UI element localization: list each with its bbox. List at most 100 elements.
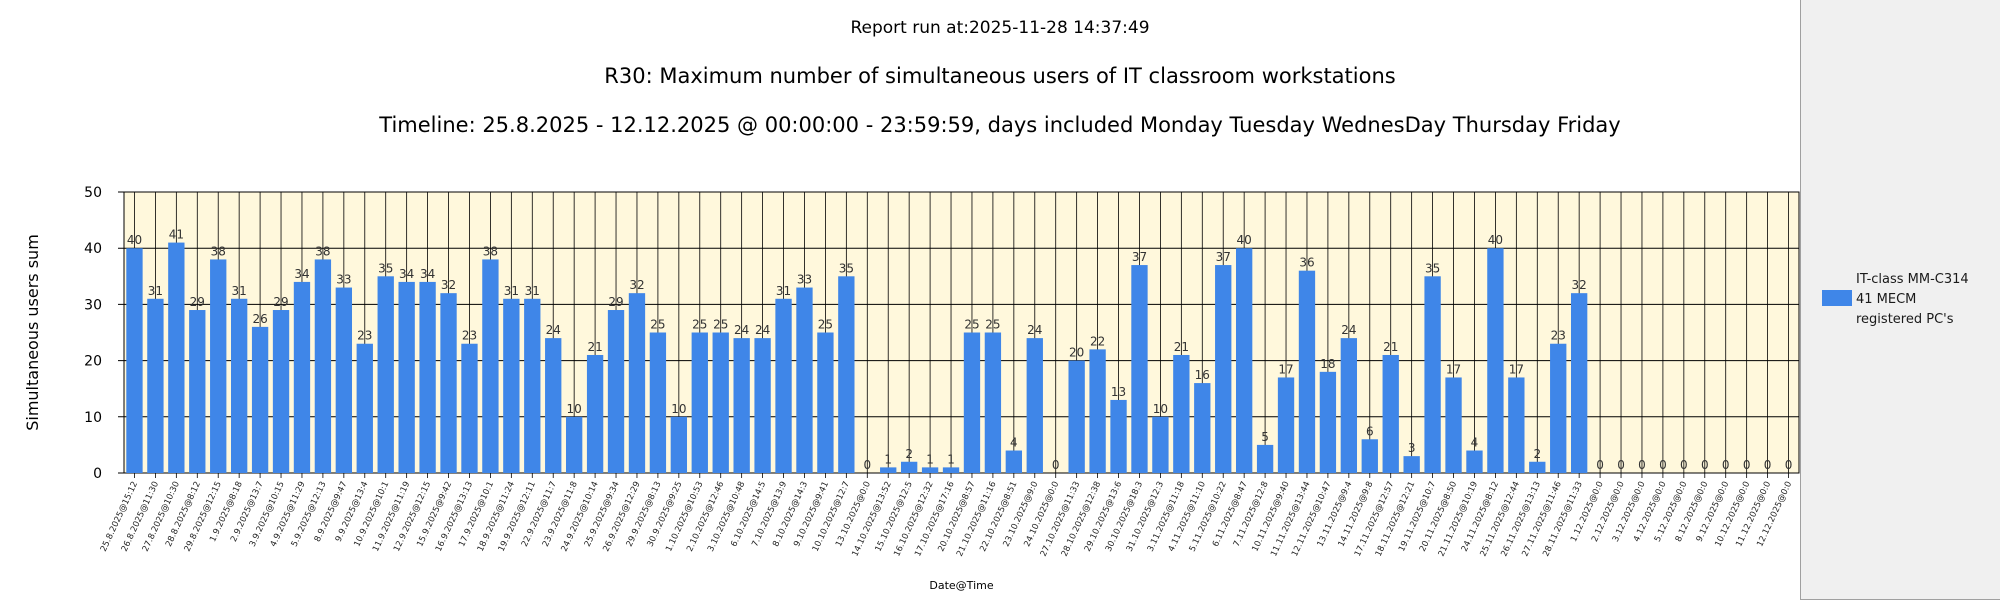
bar-value-label: 10 — [567, 402, 582, 416]
bar-value-label: 31 — [525, 284, 540, 298]
bar-value-label: 17 — [1278, 362, 1293, 376]
bar — [712, 332, 729, 473]
bar-value-label: 0 — [1701, 458, 1709, 472]
bar — [1382, 354, 1399, 473]
bar — [545, 338, 562, 473]
bar — [419, 281, 436, 473]
bar — [126, 248, 143, 473]
bar-value-label: 0 — [1596, 458, 1604, 472]
bar — [461, 343, 478, 473]
bar — [1068, 360, 1085, 473]
bar-value-label: 24 — [546, 323, 561, 337]
bar-value-label: 32 — [1572, 278, 1587, 292]
bar-value-label: 38 — [211, 244, 226, 258]
bar-value-label: 25 — [985, 318, 1000, 332]
bar — [440, 293, 457, 473]
bar — [1340, 338, 1358, 473]
bar — [1298, 270, 1316, 473]
bar-value-label: 0 — [1785, 458, 1793, 472]
bar — [251, 326, 269, 473]
bar-value-label: 32 — [441, 278, 456, 292]
bar-value-label: 24 — [734, 323, 749, 337]
bar — [1277, 377, 1295, 473]
bar — [1361, 439, 1378, 473]
bar-value-label: 35 — [1425, 261, 1440, 275]
bar — [942, 467, 960, 473]
bar-value-label: 21 — [587, 340, 602, 354]
bar — [503, 298, 520, 473]
bar — [1131, 265, 1148, 473]
bar-value-label: 3 — [1408, 441, 1416, 455]
bar-value-label: 4 — [1010, 436, 1018, 450]
y-tick-label: 50 — [84, 185, 102, 201]
y-tick-label: 40 — [84, 241, 102, 257]
bar — [607, 310, 625, 473]
y-axis-label: Simultaneous users sum — [23, 234, 42, 431]
bar-value-label: 38 — [483, 244, 498, 258]
bar — [1110, 399, 1127, 473]
bar — [377, 276, 394, 473]
bar-value-label: 31 — [504, 284, 519, 298]
bar — [210, 259, 227, 473]
bar — [168, 242, 185, 473]
bar-value-label: 10 — [1153, 402, 1168, 416]
bar — [628, 293, 646, 473]
bar-value-label: 25 — [818, 318, 833, 332]
chart-title: R30: Maximum number of simultaneous user… — [604, 64, 1396, 88]
bar — [1550, 343, 1567, 473]
bar — [1319, 371, 1337, 473]
bar-value-label: 34 — [420, 267, 435, 281]
bar-value-label: 32 — [629, 278, 644, 292]
bar — [900, 461, 918, 473]
bar-value-label: 34 — [399, 267, 414, 281]
bar-value-label: 5 — [1261, 430, 1269, 444]
bar-value-label: 33 — [797, 273, 812, 287]
bar — [1005, 450, 1023, 473]
bar — [189, 310, 206, 473]
bar — [293, 281, 311, 473]
bar-value-label: 25 — [692, 318, 707, 332]
bar-value-label: 0 — [1680, 458, 1688, 472]
bar — [691, 332, 708, 473]
bar — [775, 298, 792, 473]
bar-value-label: 0 — [1617, 458, 1625, 472]
bar — [230, 298, 248, 473]
bar — [272, 310, 290, 473]
bar-value-label: 18 — [1320, 357, 1335, 371]
report-run-timestamp: Report run at:2025-11-28 14:37:49 — [850, 18, 1150, 38]
legend-swatch — [1822, 290, 1852, 306]
bar-value-label: 24 — [1341, 323, 1356, 337]
bar — [1466, 450, 1483, 473]
bar — [880, 467, 897, 473]
bar — [733, 338, 750, 473]
bar — [670, 416, 688, 473]
legend-line-1: IT-class MM-C314 — [1856, 272, 1969, 287]
bar — [1152, 416, 1169, 473]
bar-value-label: 24 — [1027, 323, 1042, 337]
bar-value-label: 16 — [1195, 368, 1210, 382]
bar-value-label: 34 — [294, 267, 309, 281]
bar-value-label: 0 — [1764, 458, 1772, 472]
bar — [524, 298, 541, 473]
bar-value-label: 1 — [926, 452, 934, 466]
bar-value-label: 0 — [1052, 458, 1060, 472]
bar — [335, 287, 353, 473]
bar-value-label: 20 — [1069, 346, 1084, 360]
bar-value-label: 40 — [1488, 233, 1503, 247]
bar-value-label: 0 — [1659, 458, 1667, 472]
bar-value-label: 37 — [1216, 250, 1231, 264]
bar-value-label: 35 — [378, 261, 393, 275]
bar — [1235, 248, 1253, 473]
bar — [1403, 456, 1420, 473]
y-tick-label: 30 — [84, 297, 102, 313]
bar — [147, 298, 164, 473]
bar — [1256, 444, 1274, 473]
y-tick-label: 20 — [84, 354, 102, 370]
bar-value-label: 29 — [190, 295, 205, 309]
legend-line-3: registered PC's — [1856, 312, 1954, 327]
bar-value-label: 0 — [1638, 458, 1646, 472]
bar — [1089, 349, 1106, 473]
bar-value-label: 37 — [1132, 250, 1147, 264]
bar-value-label: 24 — [755, 323, 770, 337]
